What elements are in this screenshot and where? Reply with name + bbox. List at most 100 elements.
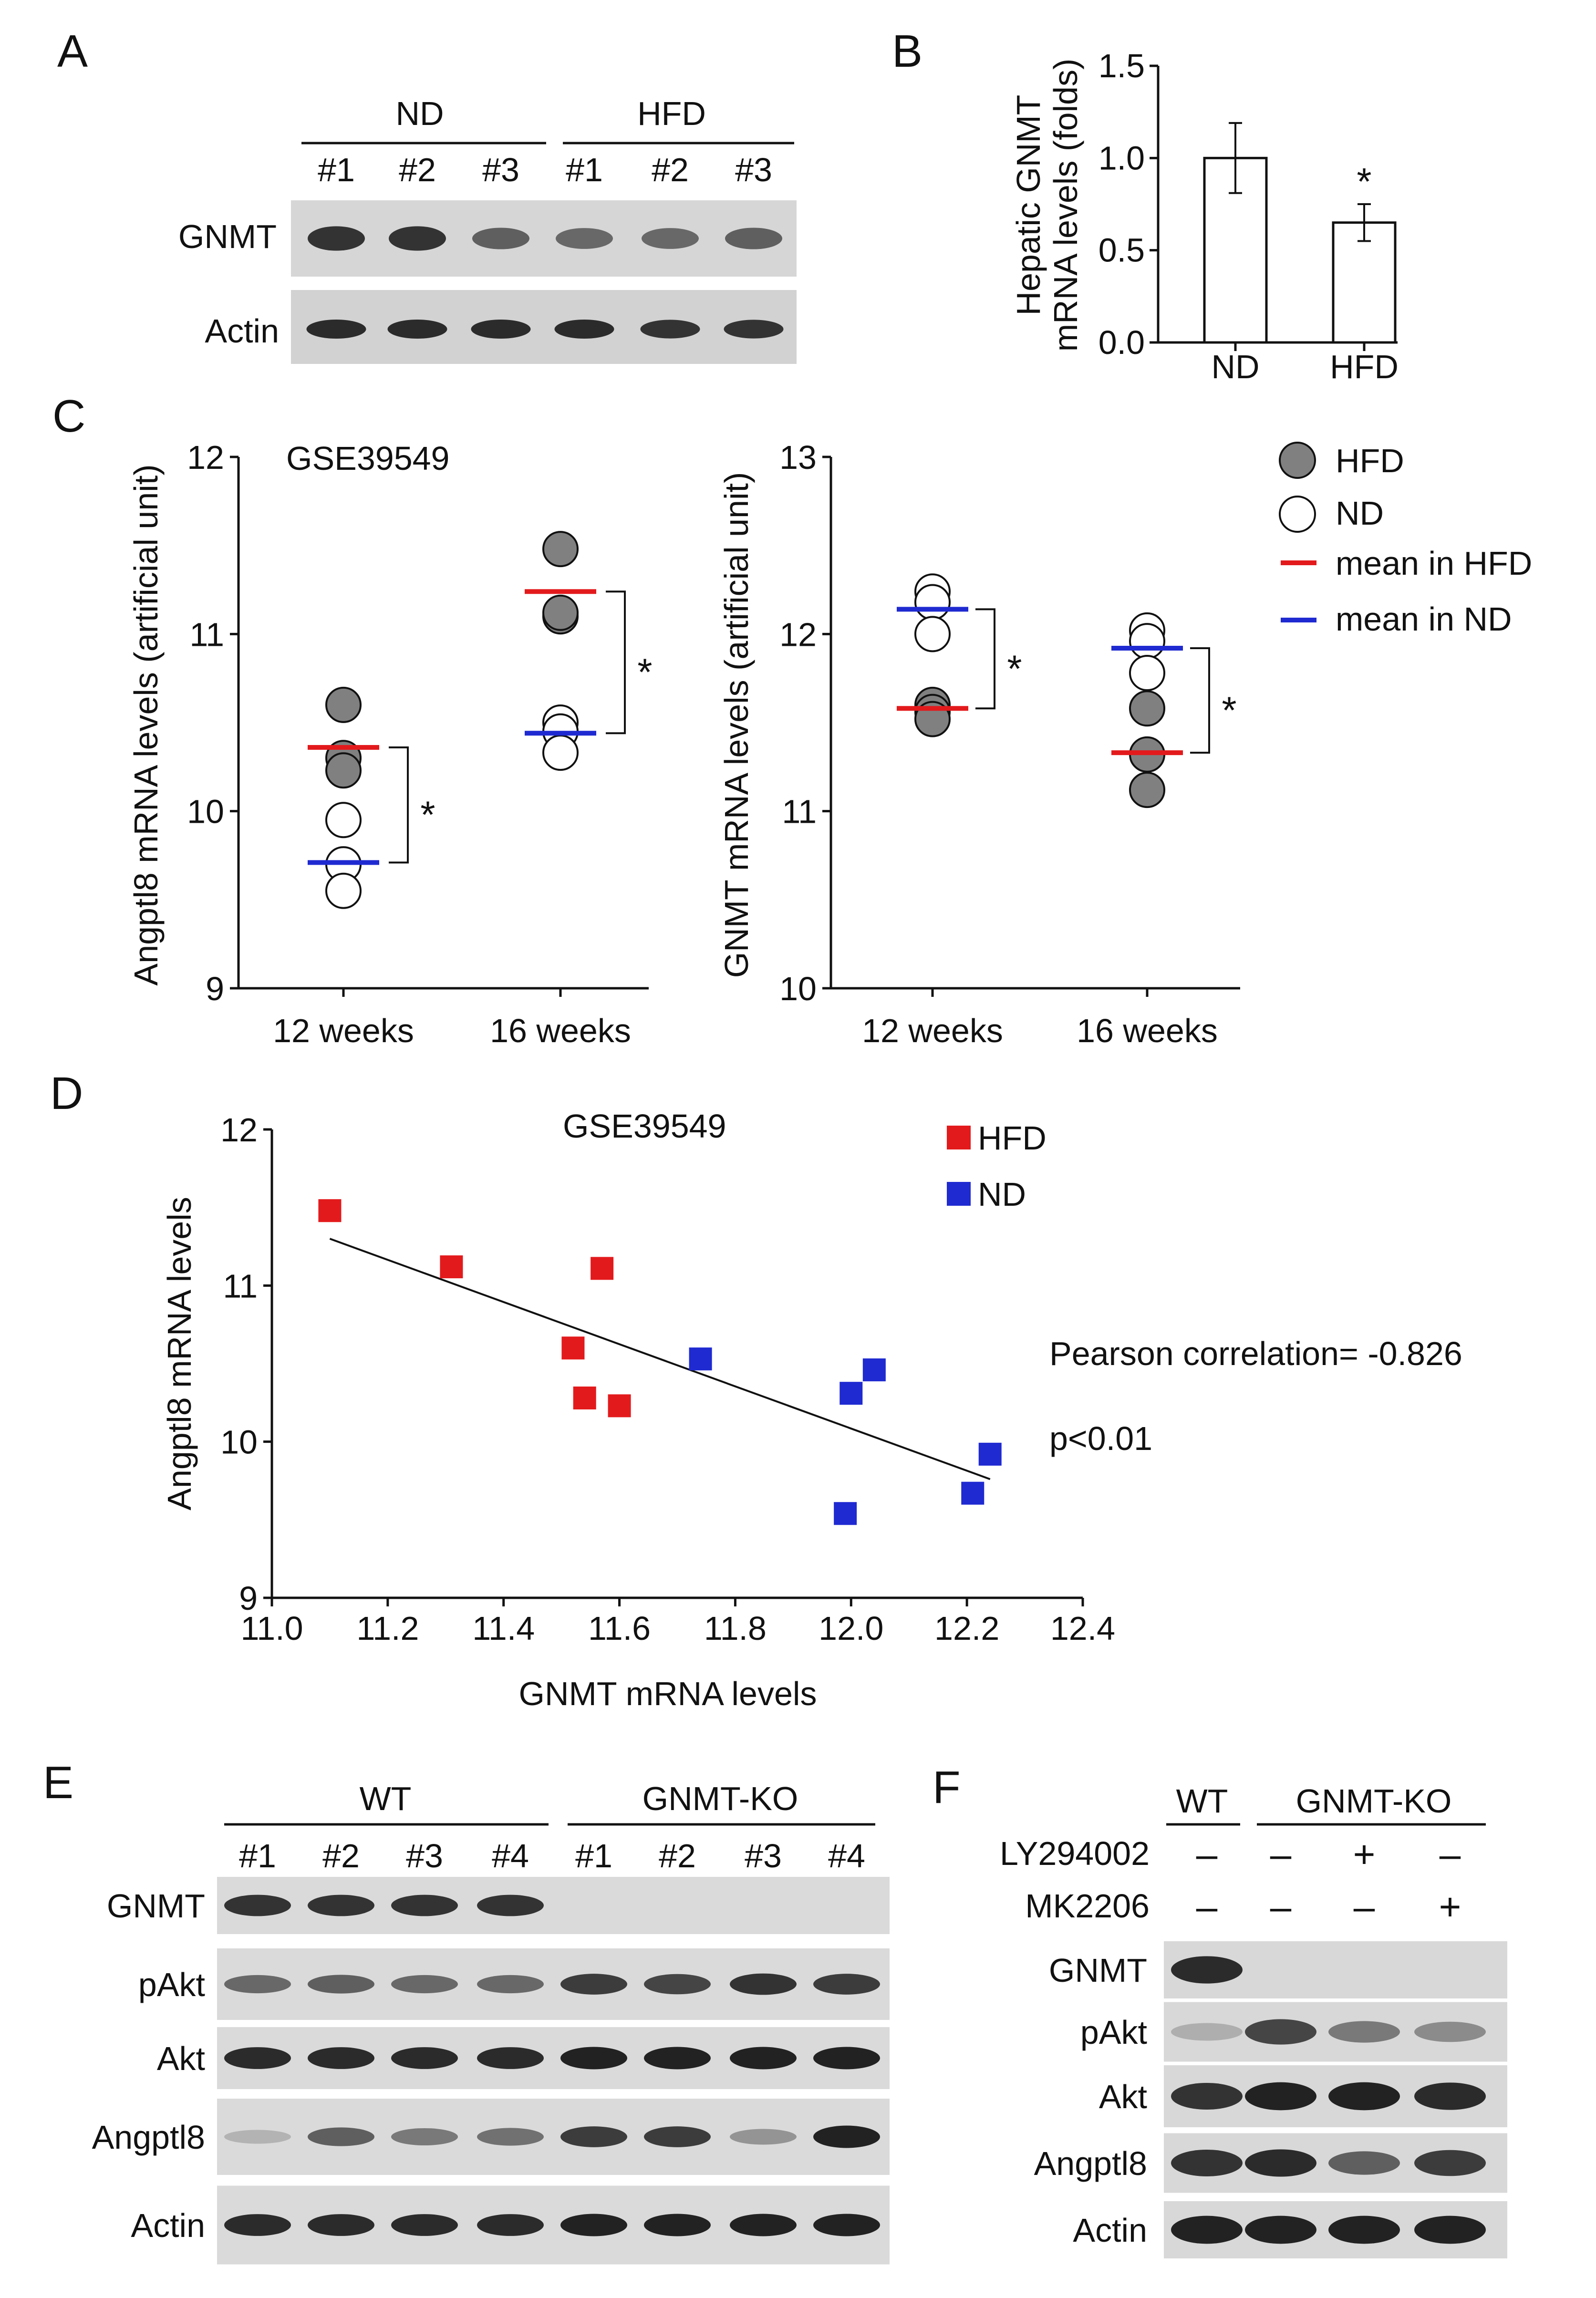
- d-legend-nd-marker: [947, 1182, 971, 1206]
- legend-mean-nd-label: mean in ND: [1336, 600, 1512, 638]
- f-treatment-sign: –: [1440, 1833, 1461, 1875]
- e-band: [730, 2129, 797, 2145]
- band-gnmt: [472, 228, 529, 249]
- legend-hfd-label: HFD: [1336, 442, 1404, 479]
- f-band: [1245, 2149, 1316, 2177]
- c-x-tick-label: 16 weeks: [1077, 1012, 1218, 1049]
- d-legend-hfd-label: HFD: [978, 1119, 1047, 1157]
- c-point-hfd: [325, 752, 362, 789]
- b-x-tick-label: HFD: [1330, 348, 1399, 385]
- d-pearson: Pearson correlation= -0.826: [1049, 1335, 1462, 1372]
- e-lane-label: #4: [828, 1837, 865, 1874]
- c-legend: HFD ND mean in HFD mean in ND: [1279, 442, 1532, 638]
- c-significance: *: [1007, 647, 1022, 690]
- d-point-hfd: [573, 1387, 596, 1410]
- f-band: [1328, 2021, 1400, 2043]
- f-treatment-mk: MK2206: [1025, 1887, 1150, 1925]
- e-band: [224, 1975, 291, 1994]
- panel-d: D Angptl8 mRNA levels GNMT mRNA levels G…: [50, 1068, 1462, 1712]
- e-row-label: Actin: [131, 2207, 205, 2244]
- e-blots: [217, 1877, 890, 2265]
- e-lane-label: #1: [575, 1837, 612, 1874]
- panel-label-e: E: [43, 1757, 73, 1808]
- panel-a: A ND HFD #1 #2 #3 #1 #2 #3 GNMT Actin: [57, 26, 797, 364]
- e-band: [308, 2047, 374, 2069]
- b-x-tick-label: ND: [1211, 348, 1259, 385]
- f-treatment-sign: –: [1196, 1833, 1218, 1875]
- e-group-ko: GNMT-KO: [643, 1780, 798, 1817]
- c-significance-bracket: [975, 608, 995, 710]
- b-y-tick-label: 1.5: [1099, 47, 1145, 84]
- band-actin: [554, 319, 614, 339]
- panel-c: C Angptl8 mRNA levels (artificial unit) …: [52, 391, 1532, 1049]
- e-row-label: pAkt: [138, 1966, 205, 2003]
- c-y-tick-label: 12: [187, 439, 224, 476]
- d-legend-nd-label: ND: [978, 1176, 1026, 1213]
- c-point-nd: [325, 872, 362, 909]
- f-band: [1245, 2082, 1316, 2111]
- f-blots: [1164, 1941, 1507, 2258]
- lane-label: #2: [652, 151, 689, 188]
- e-lane-label: #2: [659, 1837, 696, 1874]
- d-point-nd: [862, 1358, 886, 1382]
- c-point-nd: [1129, 623, 1165, 660]
- e-band: [813, 2125, 880, 2148]
- f-band: [1171, 2023, 1243, 2041]
- legend-mean-hfd-label: mean in HFD: [1336, 545, 1532, 582]
- d-pvalue: p<0.01: [1049, 1420, 1152, 1457]
- panel-label-a: A: [57, 26, 88, 77]
- e-band: [308, 1894, 374, 1916]
- band-actin: [306, 319, 366, 339]
- e-row-label: GNMT: [107, 1887, 205, 1925]
- f-treatment-sign: +: [1439, 1885, 1461, 1928]
- e-lane-label: #2: [322, 1837, 360, 1874]
- band-gnmt: [556, 228, 613, 249]
- e-band: [224, 2214, 291, 2236]
- f-row-label: Akt: [1099, 2078, 1147, 2115]
- lane-label: #1: [566, 151, 603, 188]
- b-ylabel-line2: mRNA levels (folds): [1047, 59, 1084, 352]
- e-band: [813, 1974, 880, 1995]
- chart-c-right: 10 11 12 13 12 weeks 16 weeks * *: [779, 439, 1240, 1049]
- d-y-tick-label: 9: [239, 1580, 258, 1617]
- d-x-tick-label: 12.4: [1050, 1610, 1115, 1647]
- panel-e: E WT GNMT-KO #1 #2 #3 #4 #1 #2 #3 #4 GNMT pAkt Ak…: [43, 1757, 890, 2265]
- panel-label-d: D: [50, 1068, 83, 1119]
- b-significance: *: [1357, 160, 1371, 203]
- c-significance: *: [637, 651, 652, 694]
- d-point-nd: [978, 1442, 1002, 1466]
- e-band: [560, 2047, 627, 2070]
- c-left-ylabel: Angptl8 mRNA levels (artificial unit): [127, 464, 165, 985]
- panel-b: B Hepatic GNMT mRNA levels (folds) 0.00.…: [892, 26, 1399, 385]
- e-band: [224, 2130, 291, 2144]
- f-row-label: pAkt: [1080, 2014, 1147, 2051]
- f-treatment-sign: –: [1270, 1885, 1292, 1928]
- f-band: [1414, 2021, 1486, 2042]
- e-band: [730, 2047, 797, 2070]
- c-significance-bracket: [389, 746, 409, 864]
- legend-nd-marker: [1279, 496, 1316, 533]
- c-point-hfd: [325, 686, 362, 723]
- group-label-nd: ND: [395, 95, 444, 132]
- e-band: [391, 2214, 458, 2236]
- d-x-tick-label: 11.0: [240, 1610, 303, 1647]
- f-group-wt: WT: [1176, 1782, 1228, 1820]
- f-band: [1414, 2082, 1486, 2110]
- band-actin: [387, 319, 447, 339]
- bands-a: [306, 226, 784, 339]
- e-band: [391, 1894, 458, 1916]
- d-x-tick-label: 11.4: [472, 1610, 535, 1647]
- e-row-label: Angptl8: [92, 2119, 205, 2156]
- e-group-wt: WT: [360, 1780, 412, 1817]
- e-band: [391, 2047, 458, 2069]
- group-label-hfd: HFD: [637, 95, 706, 132]
- f-band: [1245, 2019, 1316, 2045]
- b-y-tick-label: 0.0: [1099, 324, 1145, 361]
- d-legend-hfd-marker: [947, 1126, 971, 1149]
- c-point-hfd: [542, 594, 579, 631]
- panel-label-b: B: [892, 26, 922, 77]
- f-band: [1328, 2151, 1400, 2175]
- f-band: [1328, 2082, 1400, 2111]
- d-point-hfd: [440, 1255, 463, 1279]
